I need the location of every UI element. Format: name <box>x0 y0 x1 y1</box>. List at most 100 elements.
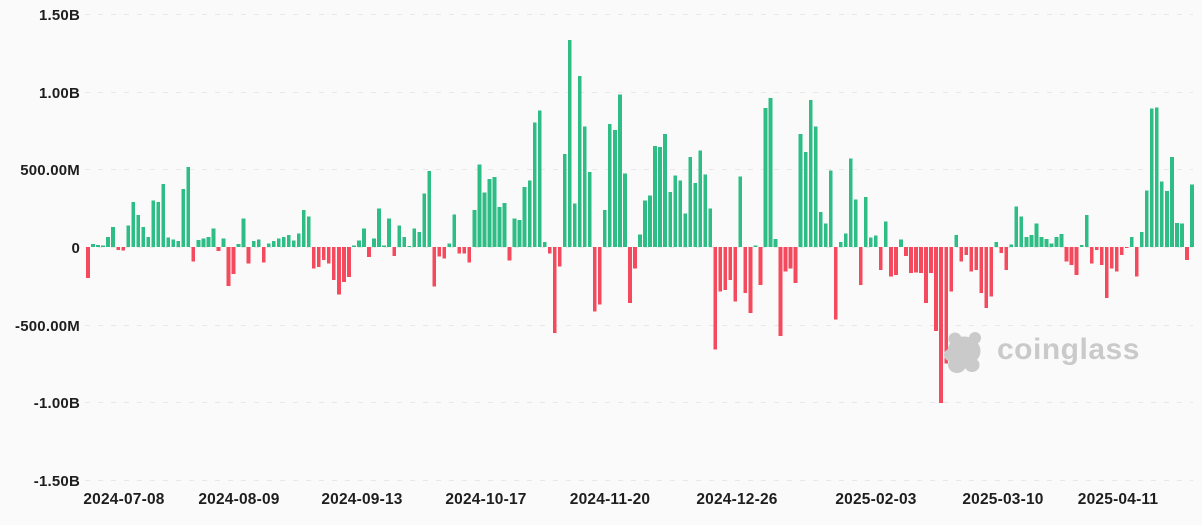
bar[interactable] <box>312 247 316 269</box>
bar[interactable] <box>1114 247 1119 272</box>
bar[interactable] <box>1135 247 1139 277</box>
bar[interactable] <box>266 243 271 247</box>
bar[interactable] <box>954 235 958 247</box>
bar[interactable] <box>256 239 261 247</box>
bar[interactable] <box>342 247 346 282</box>
bar[interactable] <box>693 182 698 247</box>
bar[interactable] <box>838 242 843 247</box>
bar[interactable] <box>728 247 733 280</box>
bar[interactable] <box>944 247 948 364</box>
bar[interactable] <box>979 247 984 294</box>
bar[interactable] <box>432 247 437 287</box>
bar[interactable] <box>407 245 411 247</box>
bar[interactable] <box>773 238 778 247</box>
bar[interactable] <box>989 247 994 297</box>
bar[interactable] <box>623 173 627 247</box>
bar[interactable] <box>889 247 893 277</box>
bar[interactable] <box>929 247 933 274</box>
bar[interactable] <box>1119 247 1124 255</box>
bar[interactable] <box>472 210 477 247</box>
bar[interactable] <box>171 239 176 247</box>
bar[interactable] <box>808 100 813 247</box>
bar[interactable] <box>1059 233 1064 247</box>
bar[interactable] <box>522 186 527 247</box>
bar[interactable] <box>291 240 296 247</box>
bar[interactable] <box>562 153 567 247</box>
bar[interactable] <box>91 243 95 247</box>
bar[interactable] <box>768 98 773 247</box>
bar[interactable] <box>1175 222 1179 247</box>
bar[interactable] <box>959 247 963 262</box>
bar[interactable] <box>763 107 768 248</box>
bar[interactable] <box>1104 247 1109 299</box>
bar[interactable] <box>758 247 763 285</box>
bar[interactable] <box>1054 237 1059 247</box>
bar[interactable] <box>111 226 115 247</box>
bar[interactable] <box>367 247 371 257</box>
bar[interactable] <box>1049 243 1054 247</box>
bar[interactable] <box>161 184 166 247</box>
bar[interactable] <box>608 123 612 247</box>
bar[interactable] <box>919 247 923 274</box>
bar[interactable] <box>226 247 231 286</box>
bar[interactable] <box>643 200 647 247</box>
bar[interactable] <box>261 247 266 263</box>
bar[interactable] <box>101 245 105 247</box>
bar[interactable] <box>964 247 968 255</box>
bar[interactable] <box>337 247 341 295</box>
bar[interactable] <box>357 240 361 247</box>
bar[interactable] <box>1129 236 1134 247</box>
bar[interactable] <box>869 237 873 247</box>
bar[interactable] <box>482 192 487 247</box>
bar[interactable] <box>467 247 472 263</box>
bar[interactable] <box>166 237 171 247</box>
bar[interactable] <box>317 247 321 267</box>
bar[interactable] <box>216 247 221 251</box>
bar[interactable] <box>276 238 281 247</box>
bar[interactable] <box>116 247 120 250</box>
bar[interactable] <box>201 238 206 248</box>
bar[interactable] <box>402 236 406 247</box>
bar[interactable] <box>618 94 622 247</box>
bar[interactable] <box>848 158 853 247</box>
bar[interactable] <box>603 210 607 247</box>
bar[interactable] <box>818 211 823 247</box>
bar[interactable] <box>582 126 587 247</box>
bar[interactable] <box>537 110 542 247</box>
bar[interactable] <box>738 176 743 247</box>
bar[interactable] <box>713 247 718 350</box>
bar[interactable] <box>487 179 492 247</box>
bar[interactable] <box>577 75 582 247</box>
bar[interactable] <box>231 247 236 275</box>
bar[interactable] <box>853 199 858 248</box>
bar[interactable] <box>322 247 326 260</box>
bar[interactable] <box>497 207 502 247</box>
bar[interactable] <box>588 172 592 247</box>
bar[interactable] <box>186 167 191 247</box>
bar[interactable] <box>1180 223 1184 247</box>
bar[interactable] <box>176 240 181 247</box>
bar[interactable] <box>211 228 216 247</box>
bar[interactable] <box>141 226 145 247</box>
bar[interactable] <box>593 247 597 312</box>
bar[interactable] <box>678 180 682 247</box>
bar[interactable] <box>131 202 135 247</box>
bar[interactable] <box>281 236 286 247</box>
bar[interactable] <box>372 238 376 247</box>
bar[interactable] <box>884 221 888 247</box>
bar[interactable] <box>793 247 798 284</box>
bar[interactable] <box>241 218 246 247</box>
bar[interactable] <box>1094 247 1099 250</box>
bar[interactable] <box>994 242 999 247</box>
bar[interactable] <box>909 247 913 274</box>
bar[interactable] <box>121 247 125 251</box>
bar[interactable] <box>296 233 301 247</box>
bar[interactable] <box>894 247 898 275</box>
bar[interactable] <box>823 223 828 247</box>
bar[interactable] <box>748 247 753 313</box>
bar[interactable] <box>1089 247 1094 264</box>
bar[interactable] <box>813 126 818 247</box>
bar[interactable] <box>447 243 452 247</box>
bar[interactable] <box>788 247 793 269</box>
bar[interactable] <box>457 247 462 254</box>
